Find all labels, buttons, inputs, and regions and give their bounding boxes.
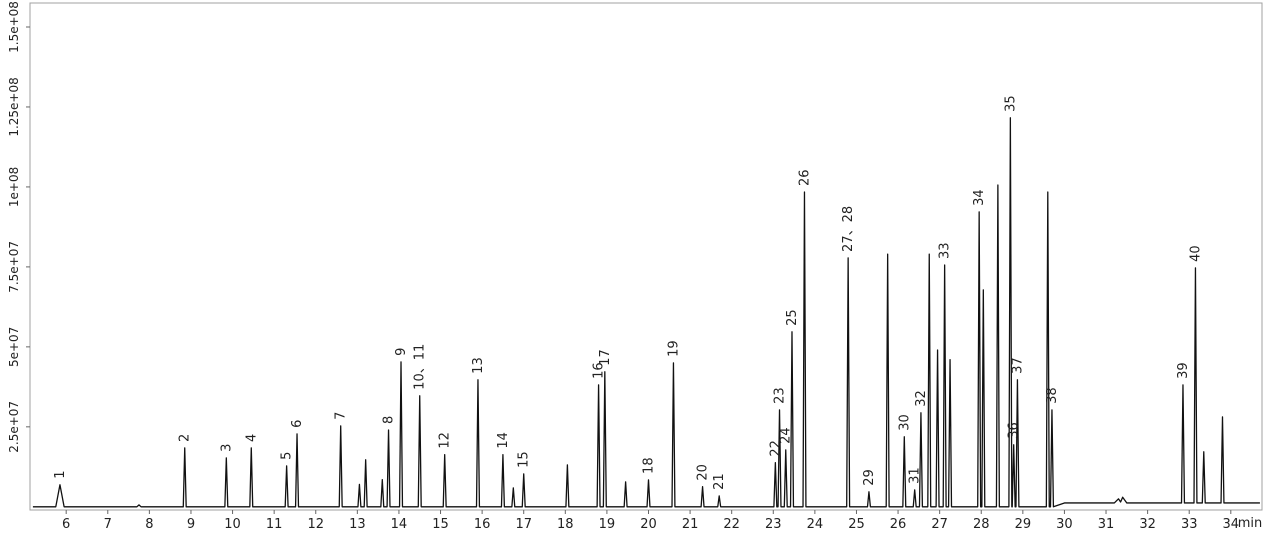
x-tick-label: 32: [1139, 517, 1156, 532]
peak-label: 5: [280, 452, 295, 460]
x-tick-label: 30: [1056, 517, 1073, 532]
peak-label: 12: [438, 432, 453, 449]
peak-label: 31: [908, 467, 923, 484]
x-tick-label: 22: [723, 517, 740, 532]
x-tick-label: 26: [890, 517, 907, 532]
peak-label: 4: [244, 434, 259, 442]
x-tick-label: 11: [266, 517, 283, 532]
peak-label: 3: [219, 444, 234, 452]
x-tick-label: 21: [682, 517, 699, 532]
x-tick-label: 25: [848, 517, 865, 532]
x-tick-label: 23: [765, 517, 782, 532]
x-tick-label: 29: [1015, 517, 1032, 532]
peak-label: 37: [1010, 357, 1025, 374]
peak-label: 21: [712, 473, 727, 490]
peak-label: 40: [1188, 245, 1203, 262]
peak-label: 33: [938, 242, 953, 259]
x-tick-label: 34: [1223, 517, 1240, 532]
x-tick-label: 24: [807, 517, 824, 532]
peak-label: 24: [779, 427, 794, 444]
x-tick-label: 18: [557, 517, 574, 532]
peak-label: 16: [592, 362, 607, 379]
peak-label: 10、11: [413, 344, 428, 390]
x-tick-label: 14: [391, 517, 408, 532]
peak-label: 13: [471, 357, 486, 374]
x-axis-label: min: [1238, 516, 1263, 531]
peak-label: 18: [641, 457, 656, 474]
peak-label: 29: [862, 469, 877, 486]
peak-label: 23: [773, 387, 788, 404]
x-tick-label: 7: [104, 517, 112, 532]
x-tick-label: 20: [640, 517, 657, 532]
peak-label: 35: [1003, 95, 1018, 112]
y-tick-label: 1e+08: [7, 167, 21, 207]
x-tick-label: 16: [474, 517, 491, 532]
peak-label: 32: [914, 390, 929, 407]
x-tick-label: 13: [349, 517, 366, 532]
x-tick-label: 10: [224, 517, 241, 532]
x-tick-label: 28: [973, 517, 990, 532]
x-tick-label: 27: [931, 517, 948, 532]
plot-frame: [29, 2, 1263, 511]
x-tick-label: 31: [1098, 517, 1115, 532]
signal-trace: [32, 117, 1260, 508]
peak-label: 14: [496, 432, 511, 449]
peak-label: 39: [1176, 362, 1191, 379]
peak-label: 30: [897, 414, 912, 431]
peak-label: 27、28: [841, 206, 856, 252]
y-tick-label: 1.25e+08: [7, 77, 21, 136]
x-tick-label: 17: [515, 517, 532, 532]
peak-label: 17: [598, 349, 613, 366]
x-tick-label: 12: [307, 517, 324, 532]
peak-label: 7: [334, 412, 349, 420]
y-tick-label: 7.5e+07: [7, 241, 21, 293]
y-tick-label: 1.5e+08: [7, 1, 21, 53]
peak-label: 25: [785, 309, 800, 326]
peak-label: 1: [53, 470, 68, 478]
x-tick-label: 15: [432, 517, 449, 532]
peak-label: 26: [797, 169, 812, 186]
x-tick-label: 9: [187, 517, 195, 532]
x-tick-label: 8: [145, 517, 153, 532]
peak-label: 38: [1045, 387, 1060, 404]
peak-label: 8: [382, 416, 397, 424]
peak-label: 6: [290, 420, 305, 428]
x-tick-label: 6: [62, 517, 70, 532]
peak-label: 34: [972, 189, 987, 206]
peak-label: 2: [178, 434, 193, 442]
peak-label: 19: [666, 340, 681, 357]
x-tick-label: 19: [599, 517, 616, 532]
x-tick-label: 33: [1181, 517, 1198, 532]
peak-label: 36: [1007, 422, 1022, 439]
peak-label: 9: [394, 348, 409, 356]
peak-label: 20: [696, 464, 711, 481]
peak-label: 22: [768, 440, 783, 457]
peak-label: 15: [517, 451, 532, 468]
y-tick-label: 5e+07: [7, 327, 21, 367]
y-tick-label: 2.5e+07: [7, 401, 21, 453]
